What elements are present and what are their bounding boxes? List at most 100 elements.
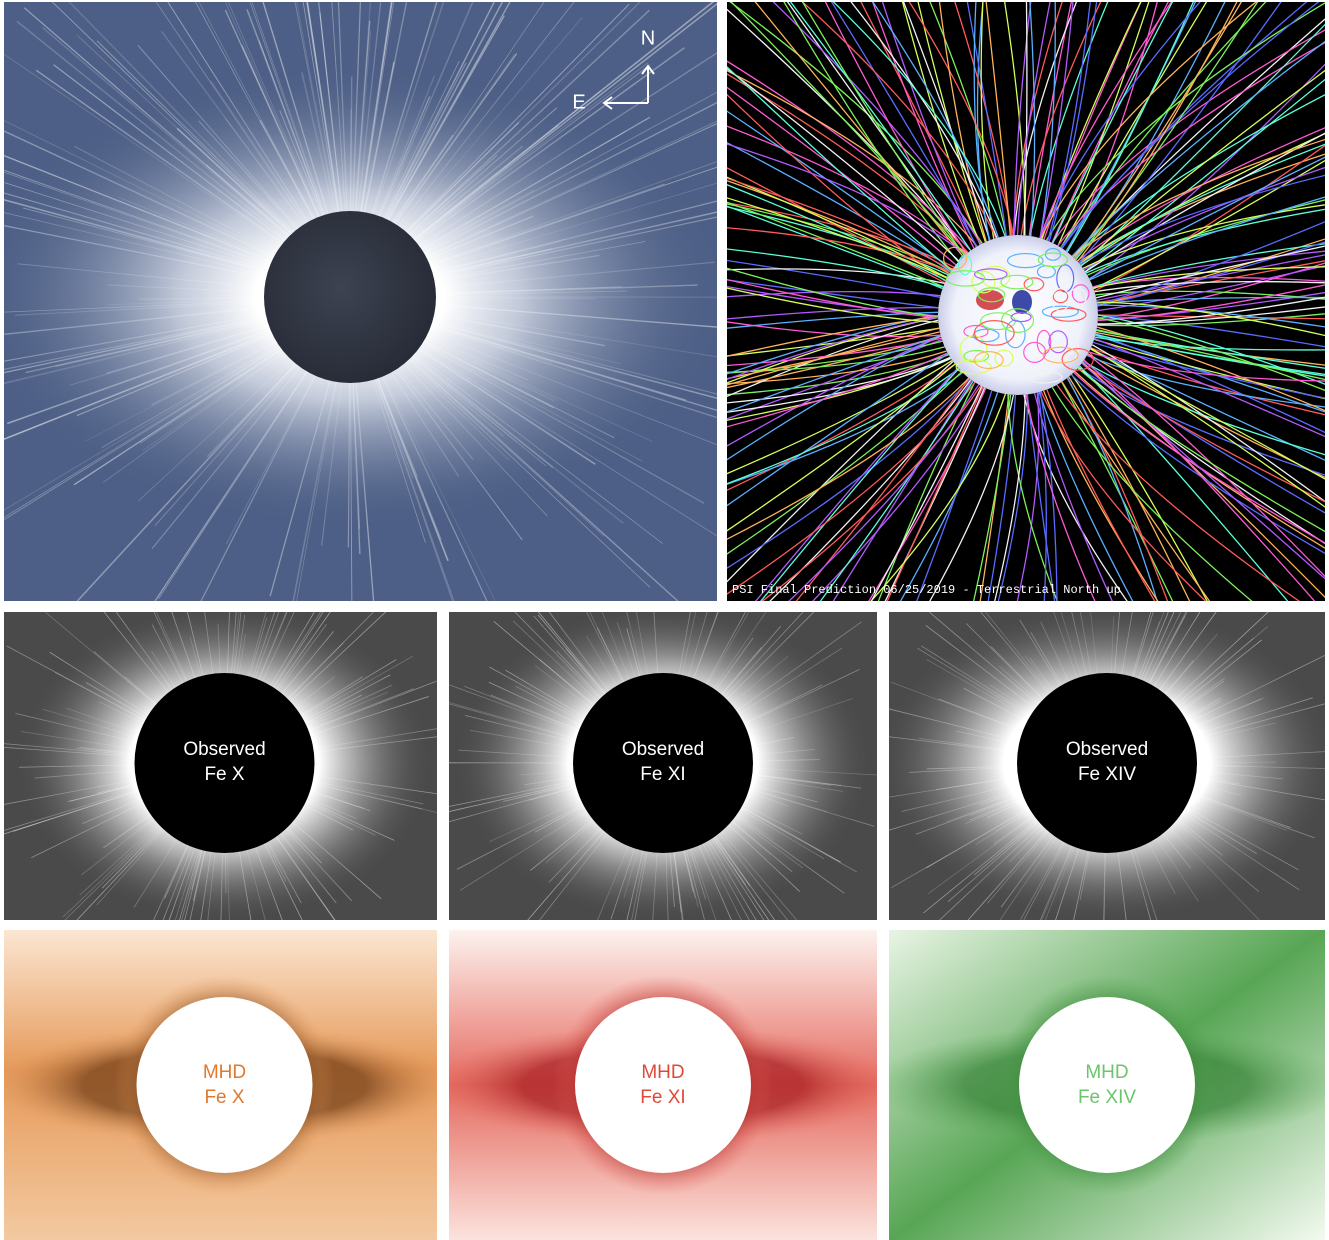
loop — [972, 328, 1000, 343]
field-line — [1070, 374, 1325, 555]
field-line — [1068, 376, 1191, 601]
field-line — [1097, 296, 1325, 325]
loop — [1052, 289, 1069, 304]
sunspot — [1012, 290, 1032, 314]
field-line — [1039, 2, 1173, 239]
field-line — [727, 372, 963, 485]
field-line — [1016, 2, 1051, 236]
field-line — [727, 110, 953, 271]
field-line — [727, 335, 942, 461]
field-line — [727, 125, 967, 255]
field-line — [1079, 365, 1289, 601]
compass — [602, 64, 655, 110]
loop — [958, 254, 973, 276]
field-line — [1088, 351, 1325, 382]
field-line — [1097, 306, 1325, 325]
field-line — [1096, 329, 1325, 381]
field-line — [1013, 2, 1032, 236]
field-line — [1097, 221, 1325, 306]
field-line — [727, 290, 941, 298]
observed-panel — [449, 612, 877, 920]
loop — [1023, 341, 1047, 363]
field-line — [1025, 394, 1096, 601]
field-line — [980, 2, 995, 239]
field-line — [727, 227, 951, 273]
field-line — [727, 377, 970, 540]
loop — [1048, 330, 1068, 354]
field-line — [973, 2, 991, 241]
loop — [973, 351, 1004, 370]
field-line — [1097, 304, 1325, 328]
field-line — [727, 357, 952, 413]
field-line — [727, 287, 939, 323]
field-line — [819, 380, 974, 601]
field-line — [1083, 166, 1325, 271]
field-line — [1026, 394, 1056, 601]
field-line — [727, 327, 940, 386]
field-line — [901, 2, 981, 245]
field-line — [1097, 284, 1325, 322]
occulting-disk — [134, 673, 315, 853]
field-line — [727, 203, 951, 273]
field-line — [1097, 241, 1325, 307]
field-line — [801, 2, 965, 256]
panel-title: MHD — [641, 1062, 684, 1083]
field-line — [727, 335, 942, 389]
field-line — [727, 311, 939, 329]
field-line — [1096, 326, 1325, 412]
sunspot — [976, 290, 1004, 310]
north-arrow — [641, 64, 655, 103]
field-line — [1082, 360, 1325, 456]
field-line — [727, 334, 941, 413]
observed-panel — [889, 612, 1325, 920]
field-line — [727, 306, 939, 320]
field-line — [1073, 371, 1325, 544]
field-line — [727, 346, 945, 373]
caption: PSI Final Prediction 06/25/2019 - Terres… — [732, 583, 1121, 597]
field-line — [760, 368, 960, 601]
panel-line: Fe X — [204, 1087, 244, 1108]
field-line — [1087, 353, 1325, 578]
field-line — [1088, 156, 1325, 280]
field-line — [832, 2, 1006, 237]
field-line — [727, 314, 939, 375]
field-line — [727, 177, 952, 271]
disk — [1019, 997, 1195, 1173]
field-line — [1013, 2, 1078, 236]
field-line — [1095, 245, 1325, 299]
field-line — [727, 321, 941, 338]
loop — [1001, 308, 1035, 333]
field-line — [1071, 374, 1208, 601]
field-line — [1039, 391, 1058, 601]
field-line — [902, 2, 991, 241]
field-line — [884, 387, 986, 601]
loop — [1051, 288, 1071, 312]
field-line — [1052, 2, 1174, 244]
field-line — [1093, 266, 1325, 289]
field-line — [870, 393, 1007, 601]
field-line — [985, 2, 1011, 236]
field-line — [1097, 314, 1325, 348]
field-line — [727, 354, 949, 396]
field-line — [987, 394, 1017, 601]
north-label: N — [641, 27, 655, 49]
field-line — [1097, 314, 1325, 385]
field-line — [1042, 390, 1159, 601]
panel-line: Fe XIV — [1078, 1087, 1136, 1108]
field-line — [727, 316, 939, 380]
occulting-disk — [1017, 673, 1197, 853]
field-line — [1081, 362, 1325, 580]
field-line — [727, 278, 939, 319]
field-line — [881, 2, 977, 248]
field-line — [1080, 23, 1325, 267]
field-line — [1084, 132, 1325, 273]
loop — [1010, 312, 1032, 323]
field-line — [1090, 347, 1325, 508]
field-line — [727, 248, 944, 288]
field-line — [1039, 2, 1201, 239]
field-line — [727, 359, 953, 475]
panel-line: Fe XI — [640, 764, 685, 785]
loop — [977, 287, 1006, 303]
field-line — [1020, 2, 1102, 236]
